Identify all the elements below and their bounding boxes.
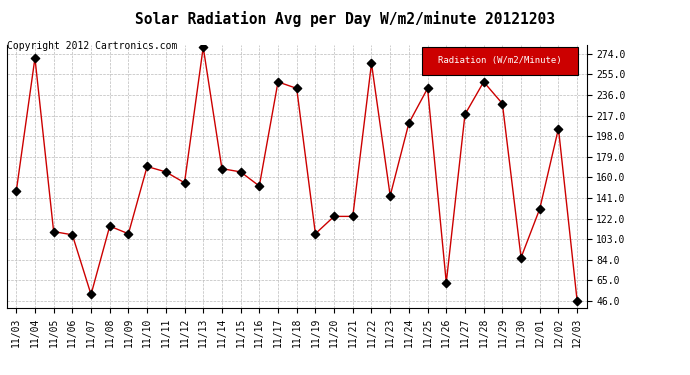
Point: [460, 111, 471, 117]
Point: [404, 120, 415, 126]
Point: [104, 223, 115, 229]
Point: [273, 79, 284, 85]
Text: Solar Radiation Avg per Day W/m2/minute 20121203: Solar Radiation Avg per Day W/m2/minute …: [135, 11, 555, 27]
Point: [328, 213, 339, 219]
Point: [254, 183, 265, 189]
Point: [160, 169, 171, 175]
Point: [217, 166, 228, 172]
Point: [422, 86, 433, 92]
Point: [478, 79, 489, 85]
Point: [179, 180, 190, 186]
Point: [235, 169, 246, 175]
Point: [198, 44, 209, 50]
Point: [48, 229, 59, 235]
Point: [11, 188, 22, 194]
Point: [30, 55, 41, 61]
Point: [553, 126, 564, 132]
Point: [347, 213, 358, 219]
Point: [384, 193, 395, 199]
Point: [515, 255, 526, 261]
Point: [310, 231, 321, 237]
Point: [441, 279, 452, 285]
Point: [571, 298, 582, 304]
Point: [123, 231, 134, 237]
Point: [67, 232, 78, 238]
Point: [497, 100, 508, 106]
Text: Copyright 2012 Cartronics.com: Copyright 2012 Cartronics.com: [7, 41, 177, 51]
Point: [534, 206, 545, 212]
Point: [86, 291, 97, 297]
Point: [141, 164, 152, 170]
Point: [291, 86, 302, 92]
Point: [366, 60, 377, 66]
Text: Radiation (W/m2/Minute): Radiation (W/m2/Minute): [438, 57, 562, 65]
